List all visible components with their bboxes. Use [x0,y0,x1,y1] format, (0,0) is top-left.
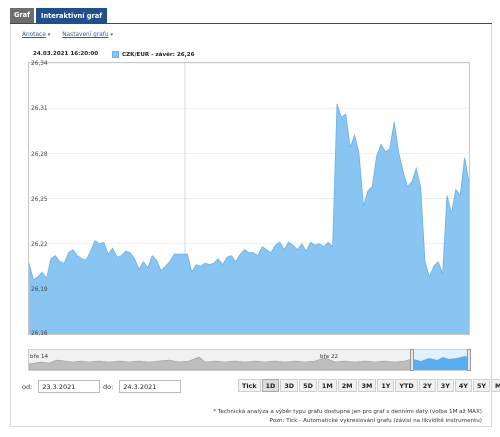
period-selector: Tick1D3D5D1M2M3M1YYTD2Y3Y4Y5YMax [238,379,500,392]
period-button-2y[interactable]: 2Y [418,379,436,392]
chart-menu: Anotace ▾ Nastavení grafu ▾ [22,32,113,38]
period-button-max[interactable]: Max [491,379,500,392]
date-from-label: od: [22,382,33,391]
y-tick-label: 26,19 [31,287,48,293]
period-button-4y[interactable]: 4Y [454,379,472,392]
period-button-5y[interactable]: 5Y [472,379,491,392]
period-button-1y[interactable]: 1Y [377,379,395,392]
chart-legend[interactable]: CZK/EUR - závěr: 26,26 [112,51,195,58]
date-to-label: do: [103,382,114,391]
period-button-ytd[interactable]: YTD [395,379,418,392]
period-button-1d[interactable]: 1D [261,379,280,392]
date-to: do: [103,380,182,393]
date-from-input[interactable] [38,380,101,393]
chart-notes: * Technická analýza a výběr typu grafu d… [213,408,482,425]
navigator-left-handle[interactable] [410,349,414,371]
period-button-3y[interactable]: 3Y [436,379,454,392]
price-chart[interactable] [28,62,470,335]
period-button-1m[interactable]: 1M [317,379,337,392]
period-button-5d[interactable]: 5D [299,379,317,392]
y-tick-label: 26,25 [31,197,48,203]
price-area [29,103,469,334]
tab-bar: Graf Interaktivní graf [10,8,108,23]
period-button-3m[interactable]: 3M [357,379,377,392]
range-navigator[interactable] [28,349,470,371]
tab-graf[interactable]: Graf [10,8,34,23]
period-button-tick[interactable]: Tick [238,379,261,392]
tab-underline [10,23,492,24]
price-line [28,103,470,281]
legend-label: CZK/EUR - závěr: 26,26 [122,51,195,58]
y-tick-label: 26,22 [31,242,48,248]
legend-swatch [112,51,119,58]
navigator-svg [29,350,469,370]
date-from: od: [22,380,101,393]
annotations-menu[interactable]: Anotace ▾ [22,32,50,38]
date-to-input[interactable] [119,380,182,393]
y-tick-label: 26,28 [31,152,48,158]
chart-settings-menu[interactable]: Nastavení grafu ▾ [62,32,113,38]
navigator-label-left: bře 14 [30,354,49,360]
navigator-label-right: bře 22 [320,354,339,360]
navigator-right-handle[interactable] [467,349,471,371]
chevron-down-icon: ▾ [110,32,113,38]
note-tick: Pozn: Tick - Automatické vykreslování gr… [269,417,482,424]
chevron-down-icon: ▾ [47,32,51,38]
period-button-2m[interactable]: 2M [337,379,357,392]
chart-settings-menu-label: Nastavení grafu [62,32,109,38]
chart-panel [10,24,492,427]
y-tick-label: 26,34 [31,61,48,67]
tab-interaktivni-graf[interactable]: Interaktivní graf [35,8,108,23]
y-tick-label: 26,31 [31,106,48,112]
price-chart-svg [28,62,470,335]
period-button-3d[interactable]: 3D [280,379,299,392]
note-technical-analysis: * Technická analýza a výběr typu grafu d… [213,409,482,415]
chart-timestamp: 24.03.2021 16:20:00 [33,51,99,57]
y-tick-label: 26,16 [31,331,48,337]
annotations-menu-label: Anotace [22,32,46,38]
